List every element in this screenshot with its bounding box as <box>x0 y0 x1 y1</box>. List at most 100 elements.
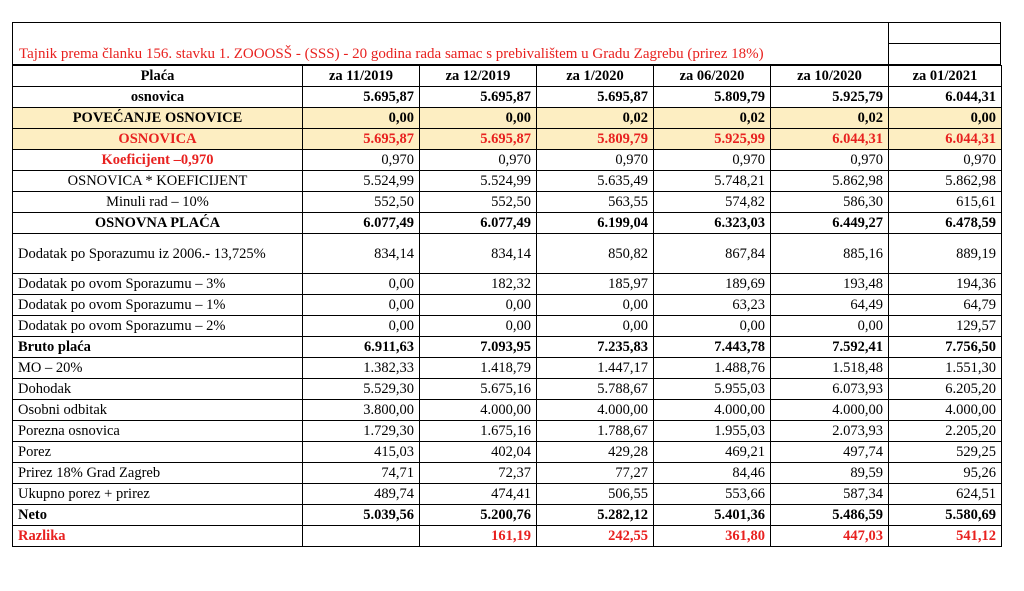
row-value: 0,00 <box>419 107 537 129</box>
row-value: 6.449,27 <box>770 212 889 234</box>
row-label: Porez <box>12 441 303 463</box>
row-value: 529,25 <box>888 441 1002 463</box>
row-value: 563,55 <box>536 191 654 213</box>
row-value: 552,50 <box>419 191 537 213</box>
salary-table: Plaća za 11/2019 za 12/2019 za 1/2020 za… <box>12 65 1002 547</box>
row-value: 6.044,31 <box>888 86 1002 108</box>
row-value: 5.529,30 <box>302 378 420 400</box>
row-label: osnovica <box>12 86 303 108</box>
row-value: 5.925,99 <box>653 128 771 150</box>
header-col: za 12/2019 <box>419 65 537 87</box>
table-row: Koeficijent –0,970 0,970 0,970 0,970 0,970 0,… <box>12 149 1002 171</box>
row-label: OSNOVICA <box>12 128 303 150</box>
row-value: 0,970 <box>302 149 420 171</box>
row-value: 6.044,31 <box>770 128 889 150</box>
row-value: 552,50 <box>302 191 420 213</box>
table-row: MO – 20% 1.382,33 1.418,79 1.447,17 1.488,76… <box>12 357 1002 379</box>
row-value: 5.695,87 <box>302 128 420 150</box>
row-value: 1.382,33 <box>302 357 420 379</box>
row-value: 95,26 <box>888 462 1002 484</box>
row-value: 0,00 <box>536 294 654 316</box>
table-row: Bruto plaća 6.911,63 7.093,95 7.235,83 7.443… <box>12 336 1002 358</box>
row-value: 553,66 <box>653 483 771 505</box>
row-value: 885,16 <box>770 233 889 274</box>
row-value: 4.000,00 <box>536 399 654 421</box>
row-value: 7.093,95 <box>419 336 537 358</box>
row-value: 0,02 <box>653 107 771 129</box>
row-value: 7.756,50 <box>888 336 1002 358</box>
row-value: 129,57 <box>888 315 1002 337</box>
row-value: 5.862,98 <box>888 170 1002 192</box>
row-value: 889,19 <box>888 233 1002 274</box>
row-label: OSNOVICA * KOEFICIJENT <box>12 170 303 192</box>
table-row: OSNOVICA * KOEFICIJENT 5.524,99 5.524,99 5.… <box>12 170 1002 192</box>
row-value: 474,41 <box>419 483 537 505</box>
row-value: 0,00 <box>302 107 420 129</box>
row-value: 5.282,12 <box>536 504 654 526</box>
row-value: 7.443,78 <box>653 336 771 358</box>
row-value: 0,970 <box>653 149 771 171</box>
row-value: 0,00 <box>419 294 537 316</box>
header-col: za 06/2020 <box>653 65 771 87</box>
row-label: Dodatak po ovom Sporazumu – 2% <box>12 315 303 337</box>
row-value: 2.073,93 <box>770 420 889 442</box>
row-value: 5.524,99 <box>419 170 537 192</box>
row-value: 447,03 <box>770 525 889 547</box>
row-value: 5.748,21 <box>653 170 771 192</box>
row-value: 402,04 <box>419 441 537 463</box>
row-value: 185,97 <box>536 273 654 295</box>
row-value: 4.000,00 <box>653 399 771 421</box>
row-value: 0,970 <box>770 149 889 171</box>
row-value: 1.675,16 <box>419 420 537 442</box>
row-value: 867,84 <box>653 233 771 274</box>
row-label: Neto <box>12 504 303 526</box>
row-label: Bruto plaća <box>12 336 303 358</box>
table-row: Porezna osnovica 1.729,30 1.675,16 1.788,67… <box>12 420 1002 442</box>
row-value: 497,74 <box>770 441 889 463</box>
row-value: 5.695,87 <box>419 86 537 108</box>
row-value: 5.039,56 <box>302 504 420 526</box>
row-value: 161,19 <box>419 525 537 547</box>
table-row: Dodatak po ovom Sporazumu – 2% 0,00 0,00 0,… <box>12 315 1002 337</box>
row-value: 0,970 <box>888 149 1002 171</box>
row-value: 2.205,20 <box>888 420 1002 442</box>
row-value: 6.199,04 <box>536 212 654 234</box>
row-value: 182,32 <box>419 273 537 295</box>
row-value: 1.955,03 <box>653 420 771 442</box>
table-row: Razlika 161,19 242,55 361,80 447,03 541,12 <box>12 525 1002 547</box>
row-value: 541,12 <box>888 525 1002 547</box>
row-value: 0,970 <box>419 149 537 171</box>
row-value: 193,48 <box>770 273 889 295</box>
row-value: 0,00 <box>302 315 420 337</box>
salary-table-frame: Tajnik prema članku 156. stavku 1. ZOOOS… <box>12 22 1002 547</box>
row-value: 6.073,93 <box>770 378 889 400</box>
row-label: Osobni odbitak <box>12 399 303 421</box>
row-value: 5.695,87 <box>536 86 654 108</box>
table-row: Ukupno porez + prirez 489,74 474,41 506,55 5… <box>12 483 1002 505</box>
row-label: Koeficijent –0,970 <box>12 149 303 171</box>
row-label: Dodatak po ovom Sporazumu – 3% <box>12 273 303 295</box>
table-row: osnovica 5.695,87 5.695,87 5.695,87 5.809,79… <box>12 86 1002 108</box>
row-value: 6.205,20 <box>888 378 1002 400</box>
row-value: 6.911,63 <box>302 336 420 358</box>
table-row: Dodatak po ovom Sporazumu – 1% 0,00 0,00 0,… <box>12 294 1002 316</box>
header-label: Plaća <box>12 65 303 87</box>
row-value: 6.077,49 <box>419 212 537 234</box>
table-row: Dohodak 5.529,30 5.675,16 5.788,67 5.955,03 6… <box>12 378 1002 400</box>
row-value: 5.695,87 <box>419 128 537 150</box>
row-value: 5.675,16 <box>419 378 537 400</box>
row-value: 0,00 <box>536 315 654 337</box>
table-row: Dodatak po ovom Sporazumu – 3% 0,00 182,32… <box>12 273 1002 295</box>
row-value: 72,37 <box>419 462 537 484</box>
row-value: 5.955,03 <box>653 378 771 400</box>
row-value: 6.077,49 <box>302 212 420 234</box>
row-value: 1.418,79 <box>419 357 537 379</box>
caption-cell: Tajnik prema članku 156. stavku 1. ZOOOS… <box>12 22 888 65</box>
row-value: 361,80 <box>653 525 771 547</box>
row-value: 850,82 <box>536 233 654 274</box>
row-value <box>302 525 420 547</box>
table-body: osnovica 5.695,87 5.695,87 5.695,87 5.809,79… <box>12 86 1002 547</box>
row-value: 189,69 <box>653 273 771 295</box>
row-value: 4.000,00 <box>419 399 537 421</box>
row-value: 415,03 <box>302 441 420 463</box>
